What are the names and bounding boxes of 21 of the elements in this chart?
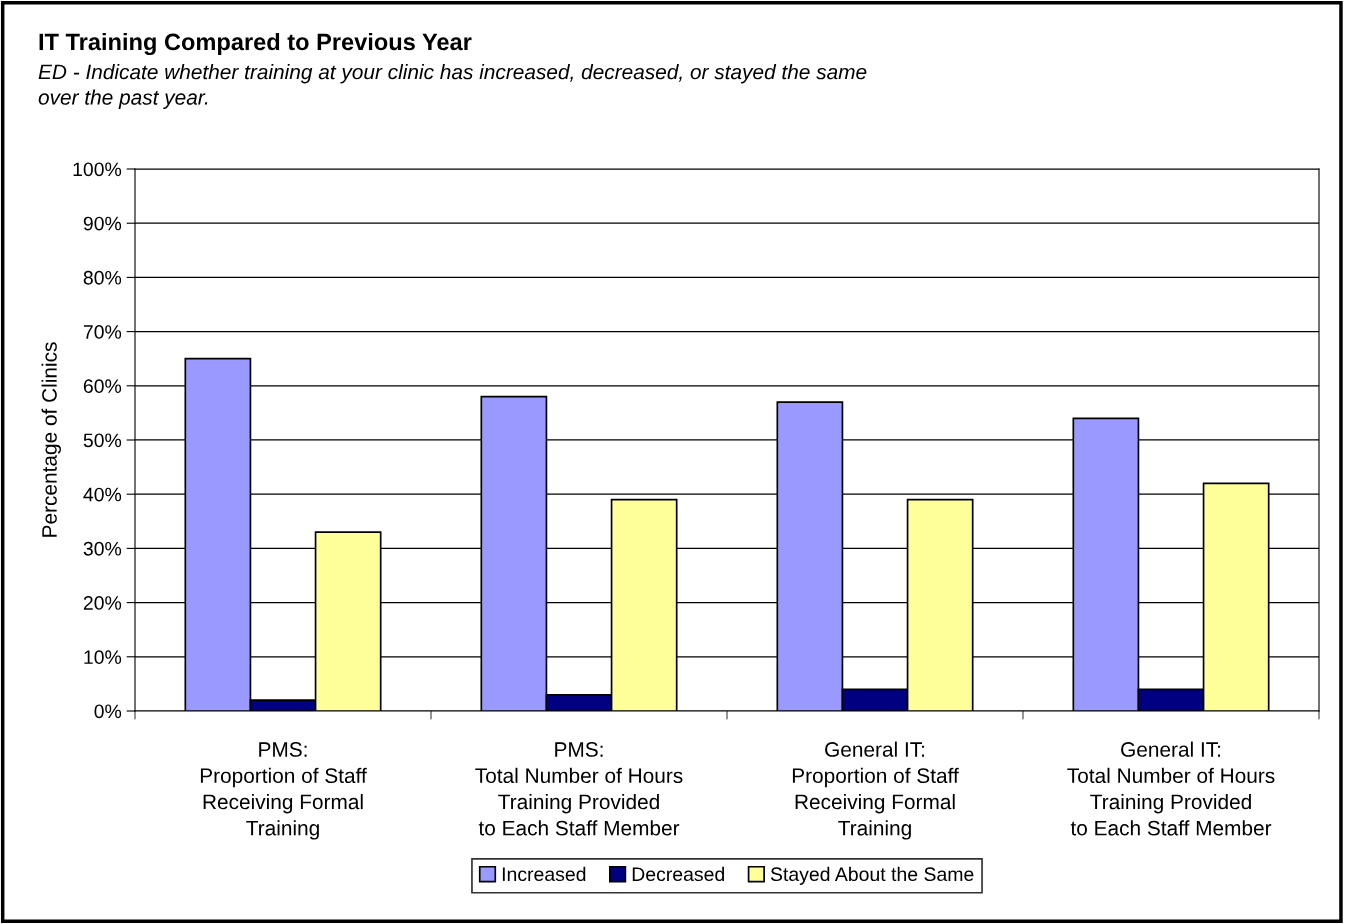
y-tick-label: 60% [83,379,122,394]
y-tick-label: 70% [83,325,122,339]
y-tick-label: 30% [83,541,122,556]
legend-label: Decreased [632,866,724,882]
chart-title: IT Training Compared to Previous Year [39,32,472,56]
x-tick-label: PMS: Total Number of Hours Training Provided to Each Staff Member [475,742,683,836]
x-tick-label: General IT: Proportion of Staff Receiving Formal Training [792,741,959,840]
y-axis-title: Percentage of Clinics [41,342,61,537]
y-tick-label: 90% [83,216,122,231]
chart-subtitle: ED - Indicate whether training at your clinic has increased, decreased, or stayed the same over the past year. [38,64,867,109]
legend-label: Increased [502,866,586,882]
y-tick-label: 100% [73,162,122,177]
y-tick-label: 10% [84,650,122,665]
y-tick-label: 40% [83,487,122,502]
y-tick-label: 50% [83,433,122,448]
legend-label: Stayed About the Same [770,866,974,885]
x-tick-label: PMS: Proportion of Staff Receiving Formal Training [200,742,367,840]
y-tick-label: 20% [83,596,122,610]
y-tick-label: 0% [94,704,122,719]
x-tick-label: General IT: Total Number of Hours Training Provided to Each Staff Member [1067,741,1275,836]
y-tick-label: 80% [83,270,122,285]
